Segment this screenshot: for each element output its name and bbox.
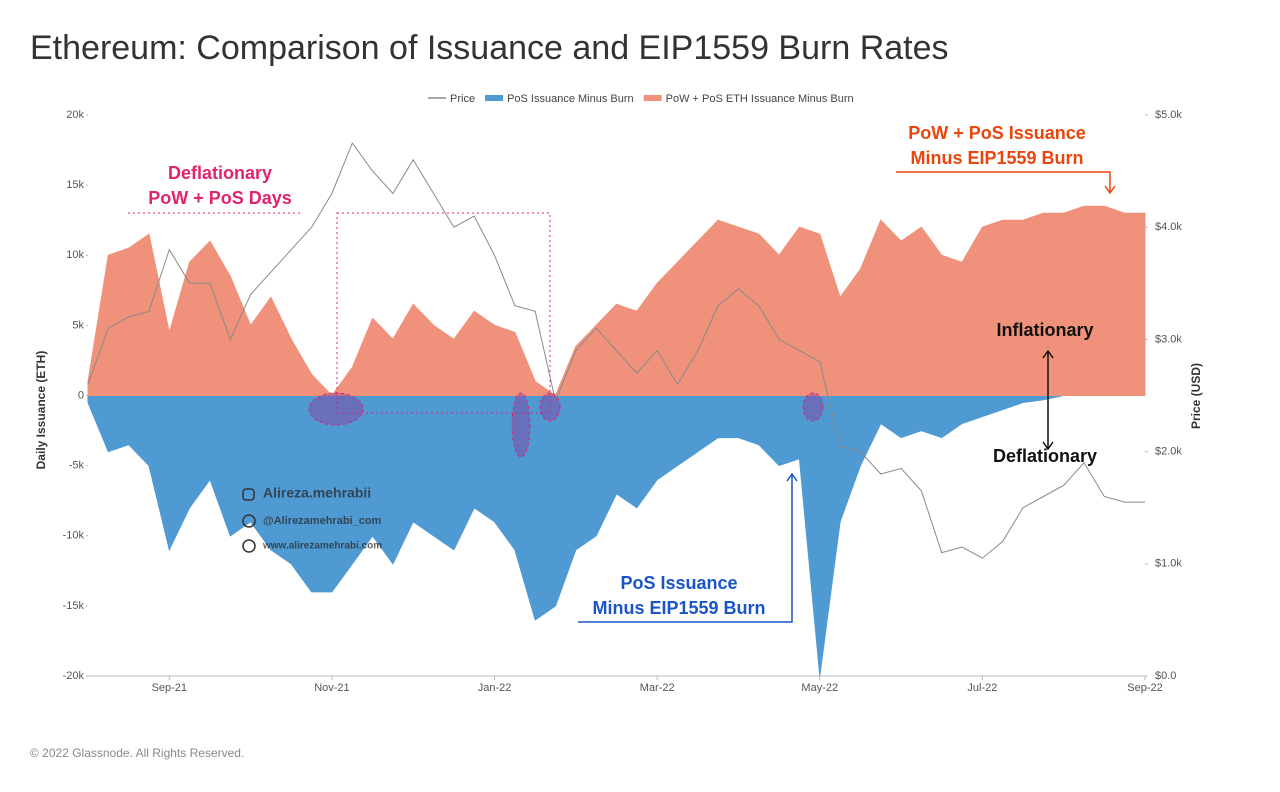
highlight [511, 392, 531, 458]
y-tick-label: -20k [63, 670, 85, 682]
x-tick-label: Jan-22 [478, 682, 512, 694]
arrow-head [786, 472, 798, 482]
legend-swatch [643, 95, 662, 101]
arrow-head [1104, 185, 1116, 195]
y2-tick-label: $4.0k [1155, 221, 1182, 233]
y-tick-label: 20k [66, 109, 84, 121]
x-tick-label: Sep-21 [152, 682, 187, 694]
x-tick-label: Sep-22 [1127, 682, 1162, 694]
annotation: PoS Issuance [620, 573, 737, 593]
annotation: Deflationary [993, 446, 1097, 466]
y-tick-label: -10k [63, 530, 85, 542]
annotation: Minus EIP1559 Burn [910, 148, 1083, 168]
chart-title: Ethereum: Comparison of Issuance and EIP… [30, 29, 949, 67]
y2-tick-label: $5.0k [1155, 109, 1182, 121]
annotation: Inflationary [996, 320, 1093, 340]
arrow [896, 171, 1111, 192]
y2-tick-label: $0.0 [1155, 670, 1176, 682]
annotation: PoW + PoS Days [148, 188, 292, 208]
x-tick-label: May-22 [801, 682, 838, 694]
y-tick-label: -5k [69, 460, 85, 472]
annotation: Deflationary [168, 163, 272, 183]
y-tick-label: 5k [72, 319, 84, 331]
watermark: Alireza.mehrabii [263, 485, 371, 501]
area [87, 205, 1146, 397]
y-tick-label: 10k [66, 249, 84, 261]
y2-tick-label: $2.0k [1155, 446, 1182, 458]
arrow-head [1042, 349, 1054, 359]
highlight [802, 392, 824, 422]
line [87, 142, 1145, 559]
dashed-box [336, 212, 551, 414]
highlight [539, 392, 561, 422]
legend-label: Price [450, 93, 475, 105]
overlay: Price PoS Issuance Minus Burn PoW + PoS ET… [148, 93, 1097, 618]
watermark: @Alirezamehrabi_com [263, 515, 382, 527]
x-tick-label: Nov-21 [314, 682, 349, 694]
highlight [308, 392, 364, 426]
y2-tick-label: $3.0k [1155, 333, 1182, 345]
x-tick-label: Jul-22 [967, 682, 997, 694]
arrow [578, 474, 793, 623]
y-tick-label: 0 [78, 389, 84, 401]
annotation-shapes [128, 171, 1116, 623]
arrow-head [1042, 441, 1054, 451]
plot-area: -20k -15k -10k -5k 0 5k 10k 15k 20k $0.0 $1.0k $2.0… [63, 109, 1183, 694]
annotation: Minus EIP1559 Burn [592, 598, 765, 618]
y2-axis-label: Price (USD) [1189, 363, 1203, 429]
annotation: PoW + PoS Issuance [908, 123, 1086, 143]
x-tick-label: Mar-22 [640, 682, 675, 694]
y2-tick-label: $1.0k [1155, 558, 1182, 570]
icon [242, 514, 256, 528]
legend-label: PoS Issuance Minus Burn [507, 93, 634, 105]
icon [242, 539, 256, 553]
legend-label: PoW + PoS ETH Issuance Minus Burn [666, 93, 854, 105]
legend-swatch [485, 95, 504, 101]
icon [242, 488, 255, 501]
watermark: www.alirezamehrabi.com [262, 541, 382, 552]
y-tick-label: 15k [66, 179, 84, 191]
area [87, 383, 1146, 677]
y-axis-label: Daily Issuance (ETH) [34, 351, 48, 470]
y-tick-label: -15k [63, 600, 85, 612]
footer: © 2022 Glassnode. All Rights Reserved. [30, 746, 244, 760]
